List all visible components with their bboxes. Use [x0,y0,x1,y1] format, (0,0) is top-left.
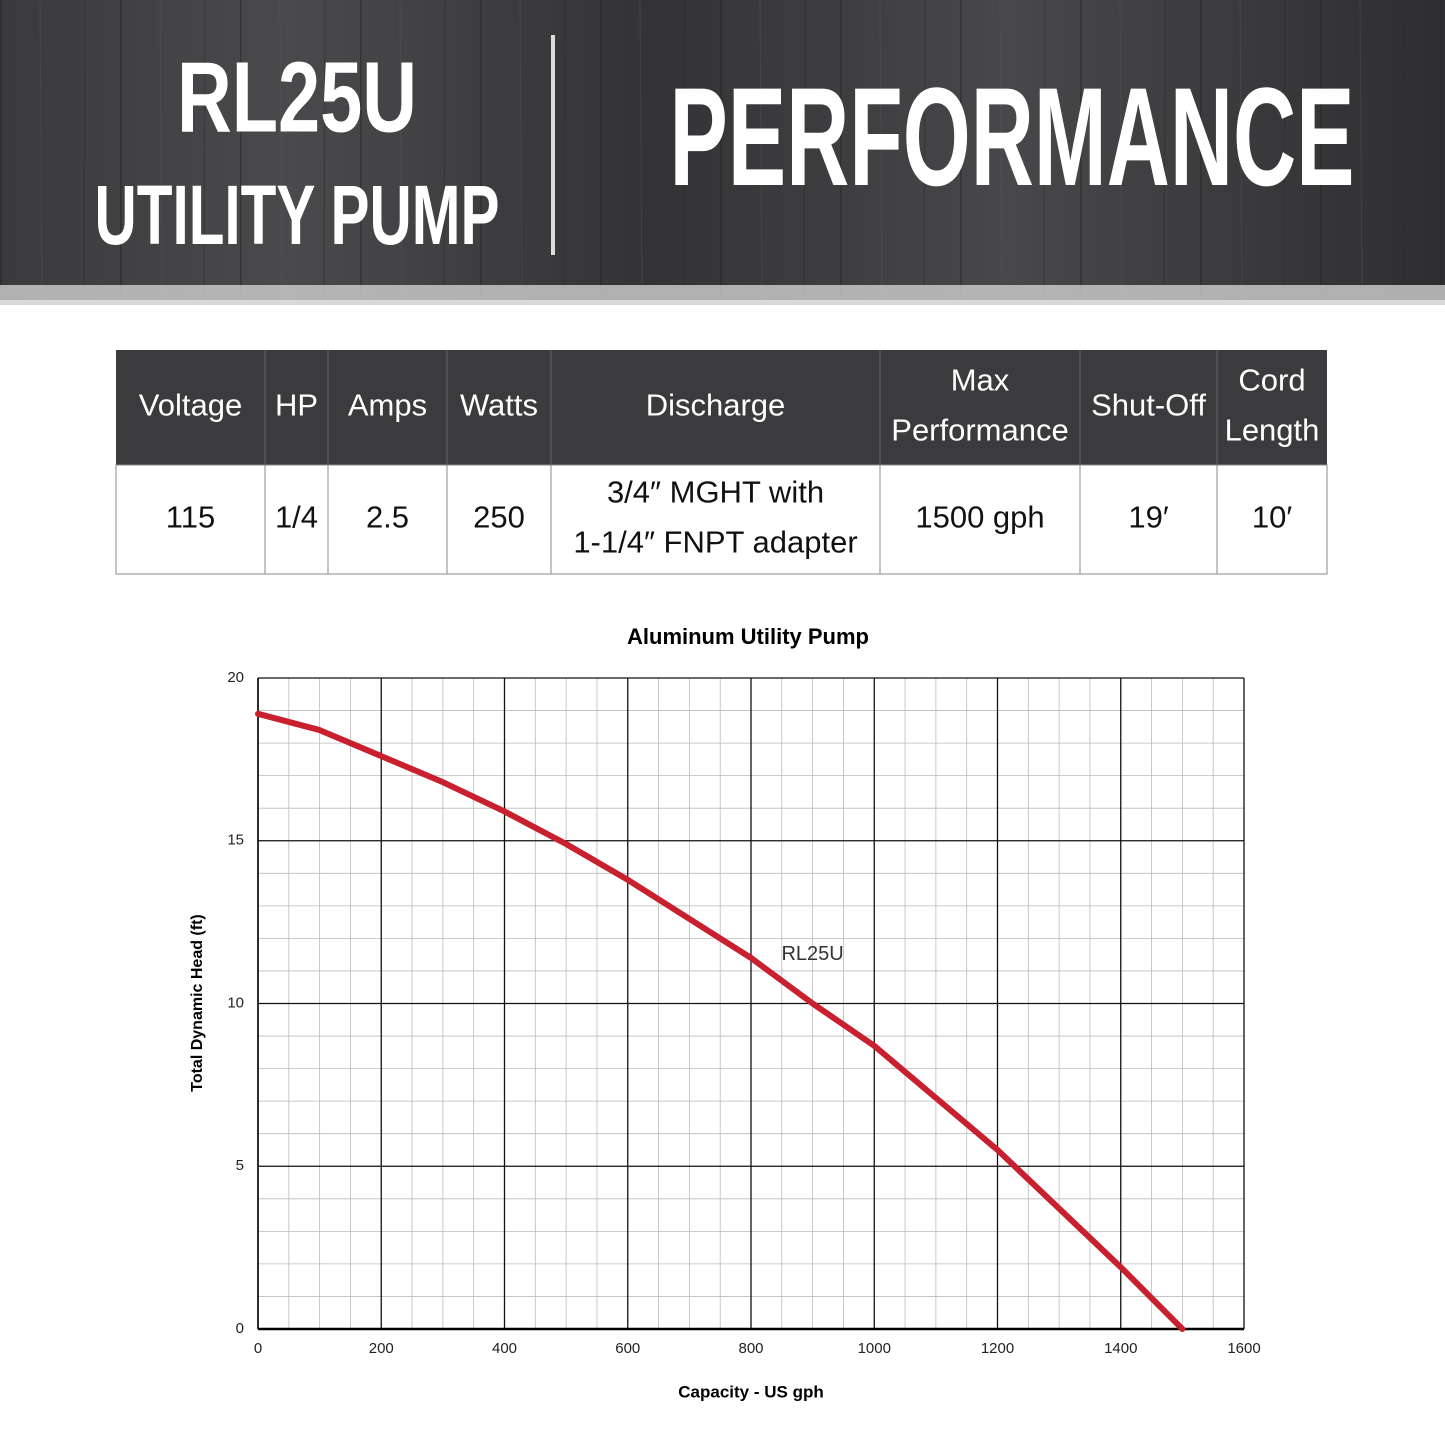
y-tick-label: 10 [227,994,244,1011]
table-header-cell: Voltage [139,388,242,423]
table-header-cell: Cord [1238,363,1305,398]
table-header-cell: Shut-Off [1091,388,1206,423]
table-cell: 250 [473,500,525,535]
table-header-cell: Watts [460,388,538,423]
x-tick-label: 1000 [858,1340,891,1357]
table-body-bg [115,464,1328,575]
header-title: PERFORMANCE [670,58,1355,215]
table-cell: 10′ [1252,500,1292,535]
table-header-cell: Amps [348,388,427,423]
table-cell: 115 [166,500,215,535]
table-header-cell: Discharge [646,388,786,423]
x-tick-label: 0 [254,1340,262,1357]
table-cell: 1-1/4″ FNPT adapter [573,525,857,560]
y-tick-label: 0 [236,1320,244,1337]
table-cell: 1/4 [275,500,318,535]
table-cell: 2.5 [366,500,409,535]
table-cell: 19′ [1128,500,1168,535]
header: RL25U UTILITY PUMP PERFORMANCE [0,0,1445,305]
table-header-cell: Max [951,363,1010,398]
spec-table: Voltage HP Amps Watts Discharge Max Performanc… [115,350,1328,575]
model-name: RL25U [177,41,417,153]
x-tick-label: 1600 [1227,1340,1260,1357]
y-tick-label: 5 [236,1157,244,1174]
table-cell: 3/4″ MGHT with [607,475,824,510]
table-header-bg [116,350,1327,465]
header-edge [0,285,1445,305]
y-axis-title: Total Dynamic Head (ft) [189,914,206,1092]
table-cell: 1500 gph [915,500,1044,535]
annotation: RL25U [781,943,843,965]
y-tick-label: 15 [227,832,244,849]
table-header-cell: Performance [891,413,1068,448]
x-tick-label: 600 [615,1340,640,1357]
x-tick-label: 200 [369,1340,394,1357]
x-tick-label: 400 [492,1340,517,1357]
x-tick-label: 800 [738,1340,763,1357]
x-tick-label: 1400 [1104,1340,1137,1357]
x-axis-title: Capacity - US gph [678,1382,823,1401]
data-line [255,710,1186,1332]
chart-title: Aluminum Utility Pump [627,624,869,649]
x-tick-label: 1200 [981,1340,1014,1357]
table-header-cell: HP [275,388,318,423]
chart: Aluminum Utility Pump Capacity - US gph … [189,624,1260,1402]
product-type: UTILITY PUMP [95,168,500,262]
table-header-cell: Length [1225,413,1320,448]
y-tick-label: 20 [227,669,244,686]
header-texture [0,0,1445,300]
